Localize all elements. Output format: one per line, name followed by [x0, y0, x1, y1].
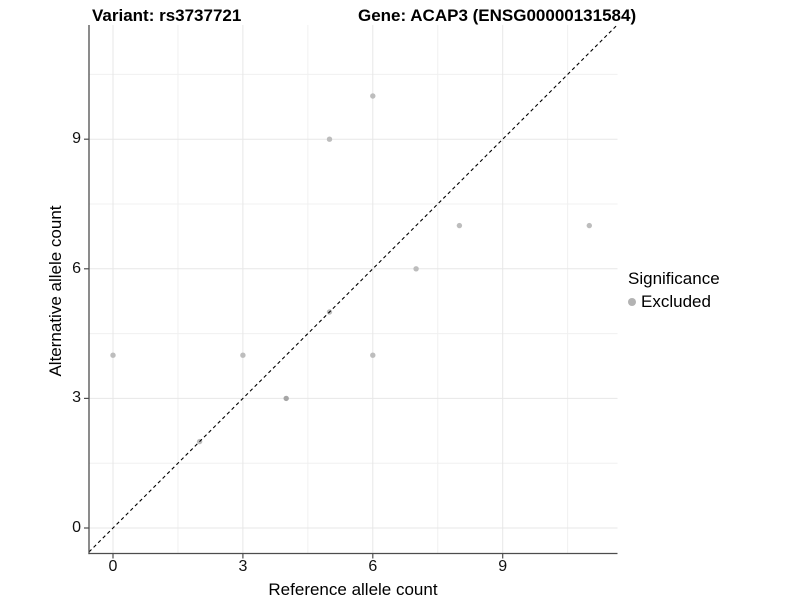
- legend-items: Excluded: [628, 292, 720, 312]
- y-tick-label: 9: [72, 130, 81, 148]
- x-tick-label: 0: [108, 558, 118, 575]
- data-point: [370, 352, 376, 358]
- data-point: [240, 352, 246, 358]
- legend: Significance Excluded: [628, 269, 720, 312]
- legend-point-icon: [628, 298, 636, 306]
- data-point: [456, 222, 463, 229]
- legend-item: Excluded: [628, 292, 720, 312]
- data-point: [110, 352, 116, 358]
- data-point: [370, 93, 376, 99]
- data-point: [326, 136, 333, 142]
- data-point: [586, 222, 592, 229]
- y-tick-label: 6: [72, 259, 81, 277]
- x-axis-title: Reference allele count: [268, 580, 438, 599]
- x-tick-label: 9: [498, 558, 508, 575]
- legend-item-label: Excluded: [641, 292, 711, 311]
- variant-title: Variant: rs3737721: [92, 6, 242, 25]
- gene-title: Gene: ACAP3 (ENSG00000131584): [358, 6, 637, 25]
- y-tick-label: 3: [72, 389, 81, 407]
- y-tick-label: 0: [72, 519, 81, 536]
- identity-reference-line: [88, 24, 618, 553]
- data-point: [283, 395, 289, 402]
- y-axis-title: Alternative allele count: [46, 205, 65, 377]
- data-point: [413, 266, 419, 272]
- x-tick-label: 6: [368, 558, 378, 575]
- x-tick-label: 3: [238, 558, 248, 575]
- legend-title: Significance: [628, 269, 720, 288]
